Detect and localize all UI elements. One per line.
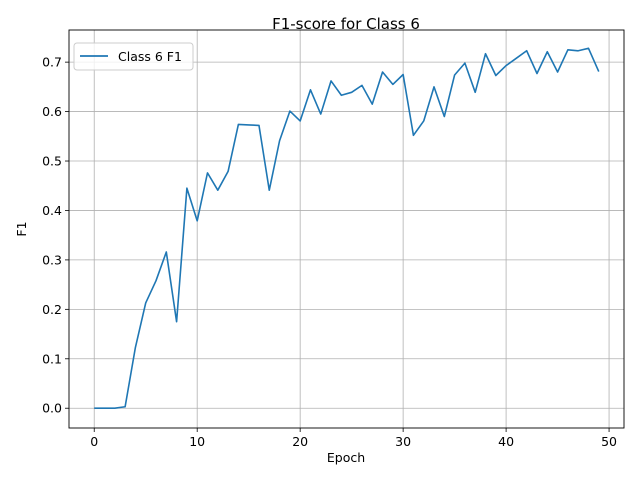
y-tick-label: 0.3 <box>42 252 62 267</box>
y-tick-label: 0.6 <box>42 104 62 119</box>
x-tick-label: 30 <box>395 434 411 449</box>
y-tick-label: 0.1 <box>42 351 62 366</box>
x-tick-label: 10 <box>189 434 205 449</box>
y-tick-label: 0.7 <box>42 55 62 70</box>
legend-label: Class 6 F1 <box>118 49 182 64</box>
y-tick-label: 0.5 <box>42 154 62 169</box>
legend: Class 6 F1 <box>73 42 194 71</box>
x-tick-label: 0 <box>90 434 98 449</box>
series-layer <box>94 47 600 410</box>
chart-title: F1-score for Class 6 <box>272 15 420 33</box>
y-tick-label: 0.2 <box>42 302 62 317</box>
x-tick-label: 50 <box>601 434 617 449</box>
plot-frame <box>68 29 625 429</box>
x-tick-label: 20 <box>292 434 308 449</box>
legend-box <box>73 42 194 71</box>
grid <box>69 30 624 428</box>
y-tick-label: 0.4 <box>42 203 62 218</box>
ticks: 0 10 20 30 40 50 0.0 0.1 0.2 0.3 0.4 0.5 0.6 0.7 <box>42 55 617 449</box>
x-axis-label: Epoch <box>327 450 365 465</box>
series-line <box>94 47 600 410</box>
y-axis-label: F1 <box>14 221 29 236</box>
y-tick-label: 0.0 <box>42 401 62 416</box>
x-tick-label: 40 <box>498 434 514 449</box>
